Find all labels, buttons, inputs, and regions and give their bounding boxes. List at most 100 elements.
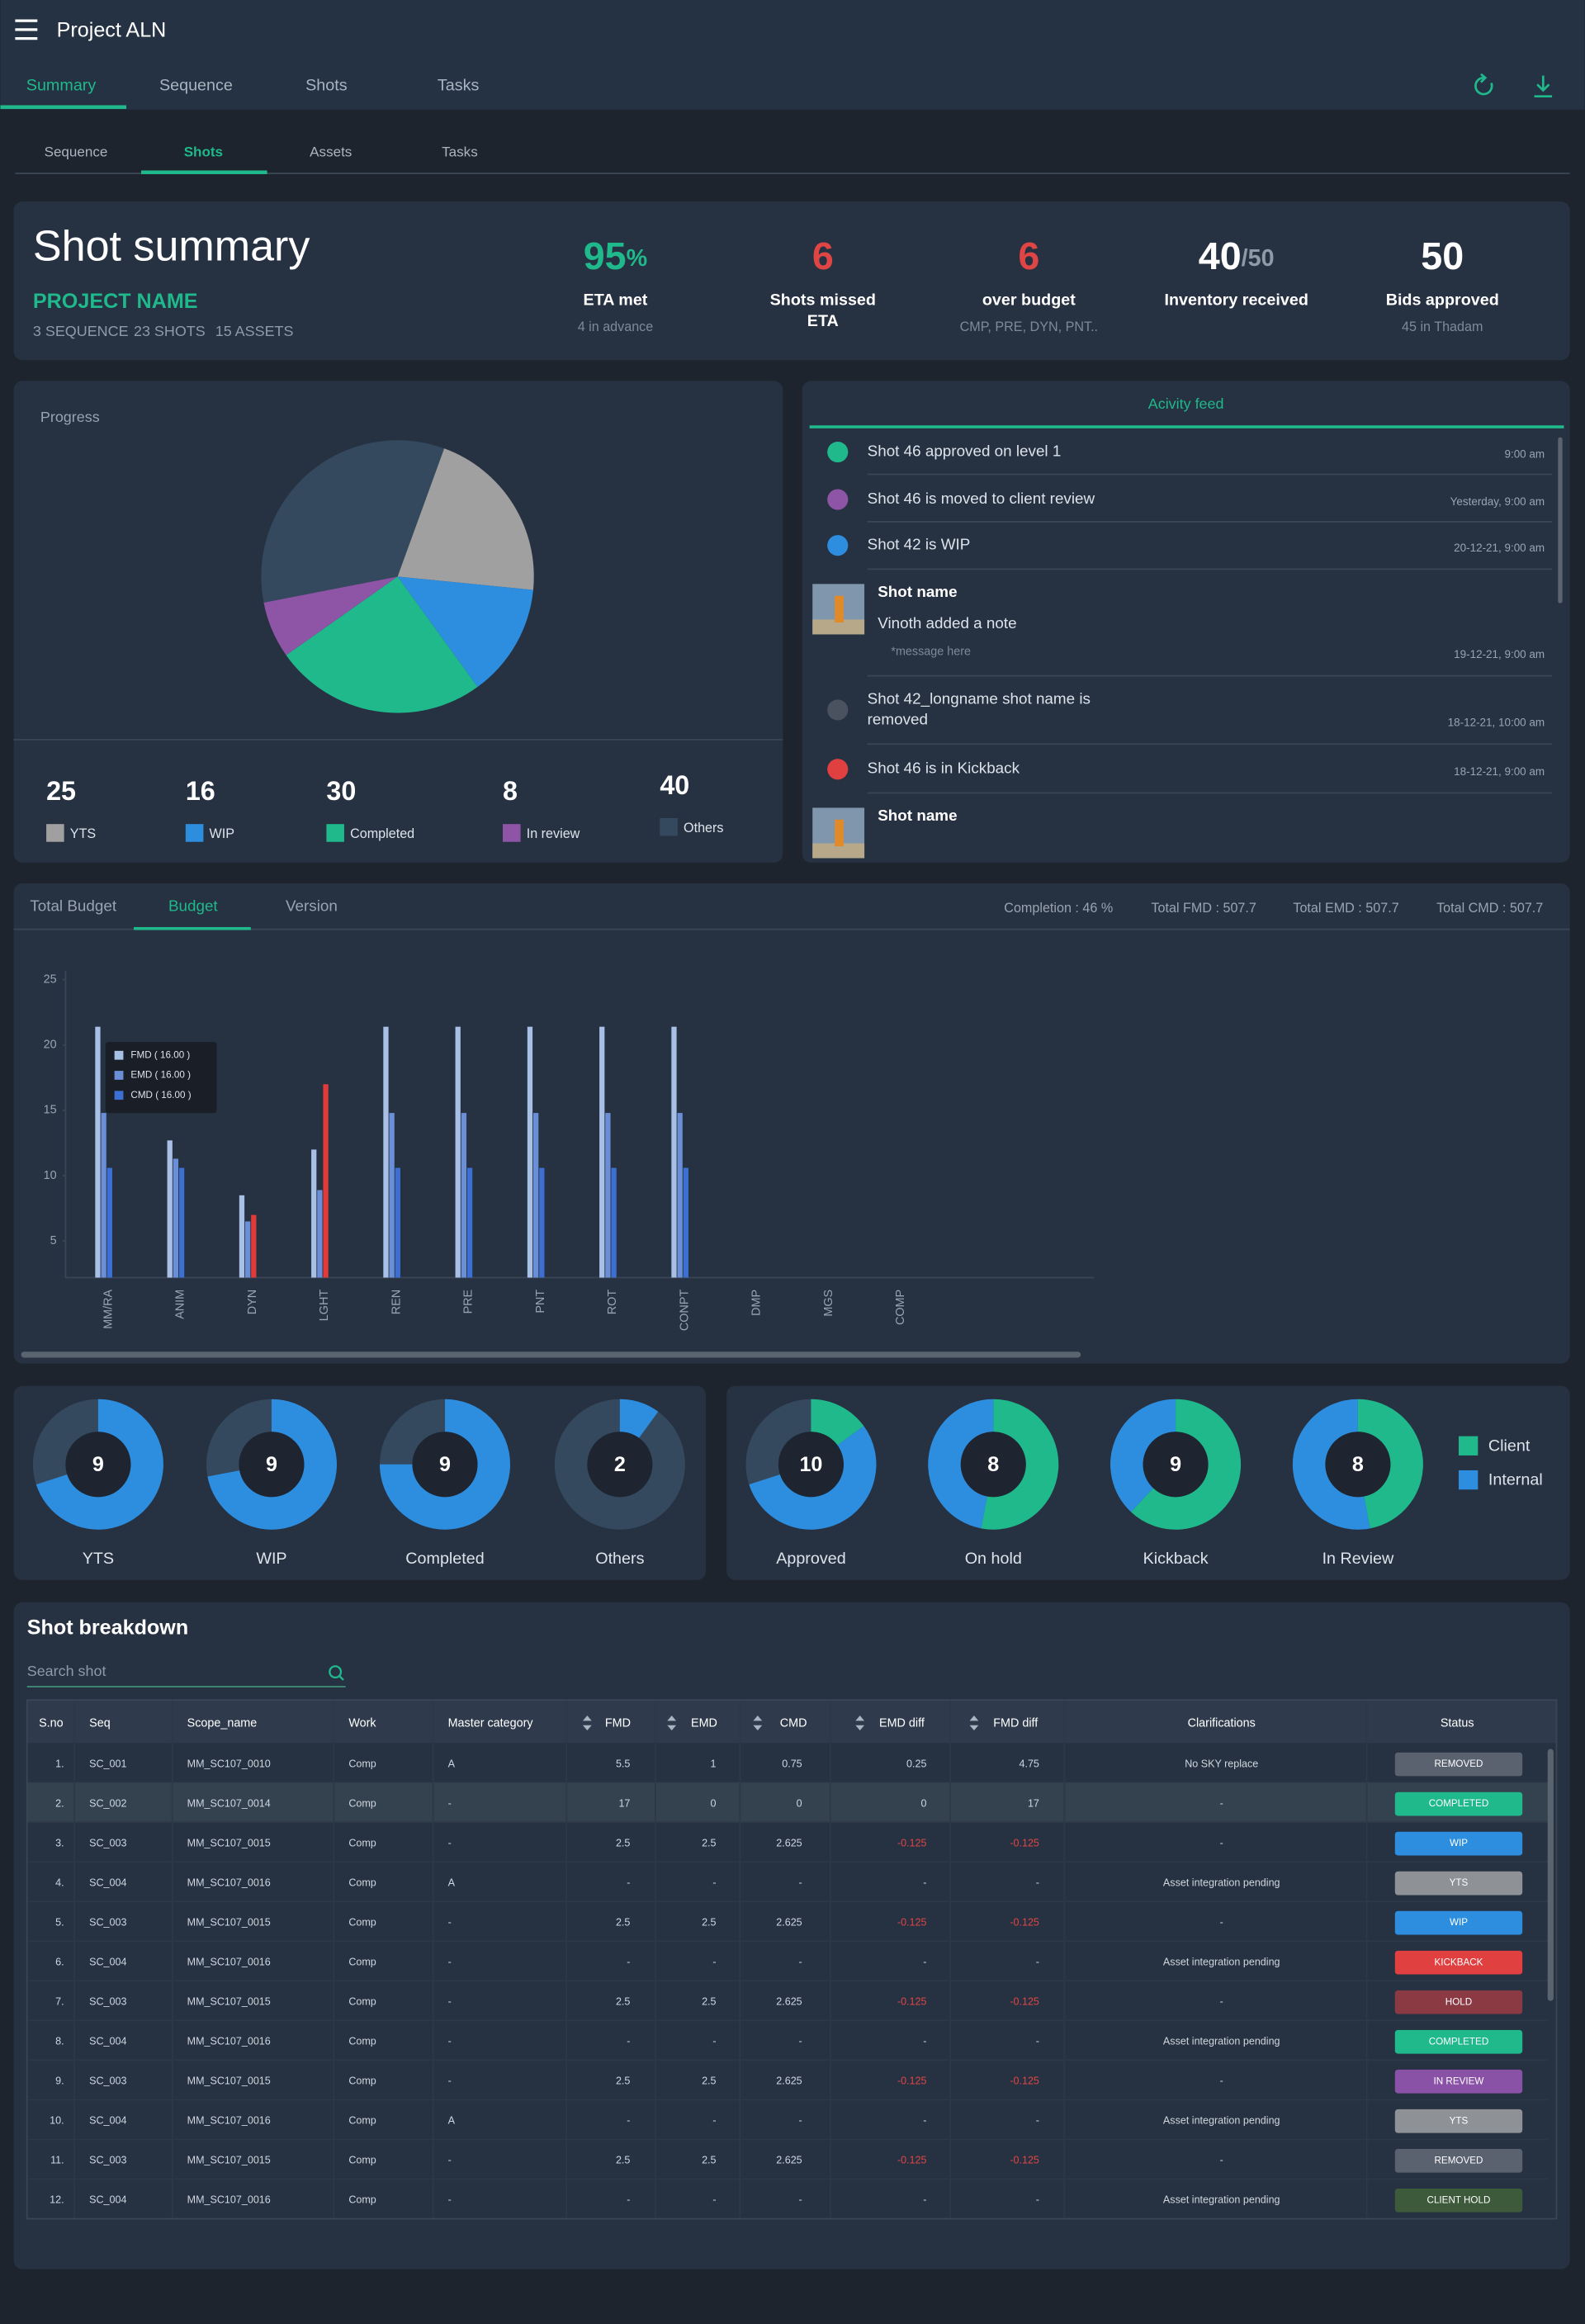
column-header[interactable]: Scope_name <box>187 1717 258 1730</box>
column-header[interactable]: Work <box>348 1717 376 1730</box>
table-cell: 8. <box>55 2036 64 2047</box>
table-cell: - <box>1036 1877 1039 1888</box>
budget-stat: Total FMD : 507.7 <box>1151 901 1256 916</box>
nav-tab[interactable]: Summary <box>26 76 97 94</box>
pie-slice <box>261 440 445 603</box>
feed-item-time: 9:00 am <box>1504 448 1545 461</box>
column-header[interactable]: Status <box>1441 1717 1474 1730</box>
table-cell: 0 <box>797 1797 802 1809</box>
feed-item-title: Shot name <box>878 583 957 600</box>
bar <box>671 1026 677 1278</box>
kpi-value: 40/50 <box>1199 235 1275 278</box>
table-cell: 3. <box>55 1837 64 1848</box>
pie-slice <box>263 576 398 656</box>
feed-item-text: Shot 42 is WIP <box>868 536 971 553</box>
table-cell: - <box>1220 1797 1223 1809</box>
table-cell: 0 <box>711 1797 717 1809</box>
sub-tab[interactable]: Sequence <box>45 144 108 159</box>
column-header[interactable]: FMD <box>605 1717 631 1730</box>
budget-stat: Total CMD : 507.7 <box>1436 901 1543 916</box>
column-header[interactable]: Master category <box>448 1717 534 1730</box>
table-cell: SC_004 <box>89 1877 126 1888</box>
donut-hole <box>1143 1432 1209 1498</box>
donut-label: Approved <box>776 1550 845 1568</box>
bar <box>383 1026 389 1278</box>
table-cell: - <box>1036 2115 1039 2127</box>
sort-icon[interactable] <box>969 1716 979 1730</box>
bar <box>323 1084 329 1278</box>
nav-tab[interactable]: Tasks <box>438 76 480 94</box>
column-header[interactable]: EMD diff <box>879 1717 925 1730</box>
table-cell: - <box>448 2194 452 2206</box>
bar <box>677 1113 683 1278</box>
budget-tab[interactable]: Total Budget <box>30 897 117 915</box>
search-icon[interactable] <box>329 1665 343 1679</box>
table-cell: - <box>712 2194 716 2206</box>
donut-card-left <box>13 1385 706 1580</box>
table-cell: MM_SC107_0010 <box>187 1758 271 1769</box>
sub-tab[interactable]: Shots <box>184 144 223 159</box>
nav-tab[interactable]: Shots <box>305 76 348 94</box>
menu-icon[interactable] <box>15 19 38 40</box>
table-cell: MM_SC107_0016 <box>187 2036 271 2047</box>
tooltip-label: CMD ( 16.00 ) <box>130 1090 191 1100</box>
bar <box>539 1167 545 1278</box>
sub-tab[interactable]: Assets <box>310 144 352 159</box>
column-header[interactable]: Clarifications <box>1188 1717 1256 1730</box>
table-cell: - <box>627 2194 630 2206</box>
sort-icon[interactable] <box>753 1716 763 1730</box>
table-scrollbar <box>1547 1749 1554 2001</box>
x-tick-label: DYN <box>246 1290 259 1314</box>
refresh-icon[interactable] <box>1474 73 1493 96</box>
feed-title: Acivity feed <box>1148 395 1224 412</box>
table-cell: MM_SC107_0016 <box>187 2115 271 2127</box>
breakdown-title: Shot breakdown <box>27 1616 188 1640</box>
table-cell: Comp <box>348 1916 376 1928</box>
column-header[interactable]: CMD <box>780 1717 807 1730</box>
table-cell: - <box>1036 1956 1039 1967</box>
feed-item-text: Shot 46 is in Kickback <box>868 760 1020 777</box>
legend-swatch <box>1458 1470 1479 1490</box>
x-tick-label: MM/RA <box>102 1289 115 1328</box>
donut-label: On hold <box>965 1550 1022 1568</box>
table-cell: Asset integration pending <box>1163 1956 1280 1967</box>
x-tick-label: REN <box>390 1290 403 1314</box>
table-cell: 10. <box>50 2115 64 2127</box>
feed-item-text: Vinoth added a note <box>878 614 1016 632</box>
status-label: WIP <box>1450 1838 1468 1848</box>
budget-tab[interactable]: Version <box>286 897 338 915</box>
search-input[interactable]: Search shot <box>27 1663 106 1679</box>
sort-icon[interactable] <box>667 1716 677 1730</box>
x-tick-label: ANIM <box>174 1290 187 1319</box>
sort-icon[interactable] <box>582 1716 592 1730</box>
table-cell: No SKY replace <box>1185 1758 1258 1769</box>
column-header[interactable]: Seq <box>89 1717 111 1730</box>
column-header[interactable]: EMD <box>691 1717 717 1730</box>
sub-tab[interactable]: Tasks <box>442 144 478 159</box>
status-label: COMPLETED <box>1429 1798 1489 1809</box>
table-cell: MM_SC107_0016 <box>187 1877 271 1888</box>
table-cell: Comp <box>348 2115 376 2127</box>
tooltip-label: EMD ( 16.00 ) <box>130 1070 191 1081</box>
table-cell: - <box>627 1956 630 1967</box>
budget-tab[interactable]: Budget <box>168 897 218 915</box>
thumb-ground <box>812 843 865 859</box>
table-cell: 2.5 <box>616 1837 630 1848</box>
nav-tab[interactable]: Sequence <box>159 76 233 94</box>
thumb-figure <box>835 819 844 847</box>
sort-icon[interactable] <box>855 1716 865 1730</box>
table-cell: - <box>1220 2076 1223 2087</box>
column-header[interactable]: FMD diff <box>993 1717 1039 1730</box>
status-badge <box>1394 2029 1523 2054</box>
table-cell: MM_SC107_0015 <box>187 2076 271 2087</box>
table-cell: MM_SC107_0015 <box>187 1837 271 1848</box>
donut-label: Others <box>595 1550 644 1568</box>
table-cell: Comp <box>348 1758 376 1769</box>
download-icon[interactable] <box>1534 75 1553 98</box>
budget-stat: Completion : 46 % <box>1004 901 1113 916</box>
table-cell: 2.5 <box>616 1916 630 1928</box>
column-header[interactable]: S.no <box>39 1717 64 1730</box>
table-cell: - <box>923 1877 926 1888</box>
summary-title: Shot summary <box>33 222 310 270</box>
